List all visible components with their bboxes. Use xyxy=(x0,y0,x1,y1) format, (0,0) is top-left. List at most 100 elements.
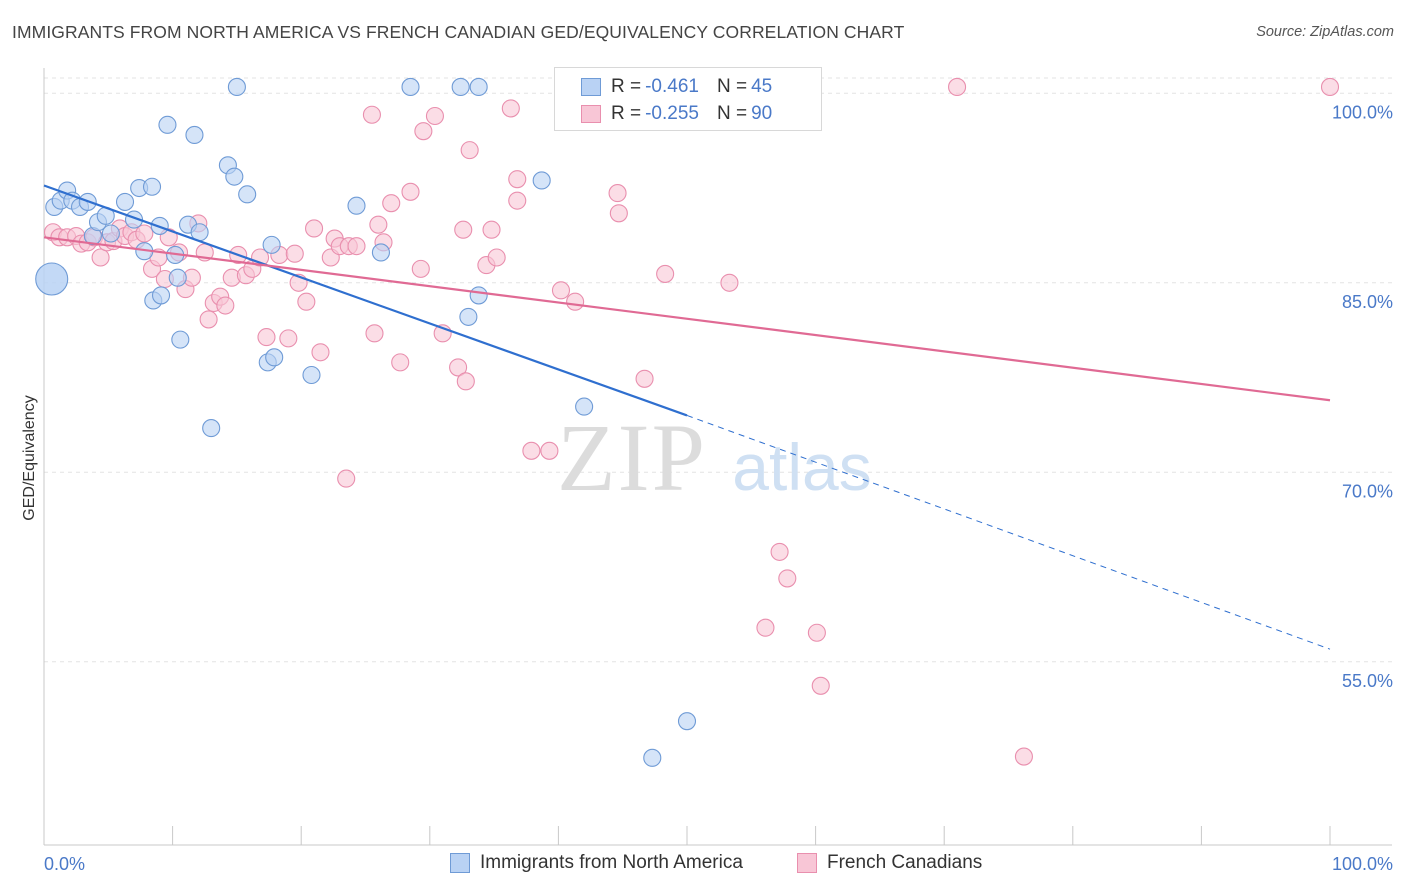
legend-n-value-pink: 90 xyxy=(751,103,773,124)
bottom-legend-label-blue: Immigrants from North America xyxy=(480,852,743,873)
pink-point xyxy=(365,324,384,343)
trendlines xyxy=(43,184,1331,650)
pink-point xyxy=(257,328,276,347)
pink-point xyxy=(778,569,797,588)
blue-point xyxy=(142,177,162,196)
legend-n-label: N = xyxy=(716,76,748,97)
tick-labels: 100.0% 85.0% 70.0% 55.0% 0.0% 100.0% xyxy=(44,102,1393,874)
legend-n-label: N = xyxy=(716,103,748,124)
pink-point xyxy=(540,441,559,460)
source-label: Source: ZipAtlas.com xyxy=(1256,24,1394,40)
blue-point xyxy=(115,192,135,211)
blue-point xyxy=(469,286,488,305)
watermark-atlas: atlas xyxy=(732,430,871,504)
pink-point xyxy=(1014,747,1033,766)
legend-swatch-blue xyxy=(581,78,601,96)
pink-point xyxy=(347,237,366,256)
pink-point xyxy=(656,264,675,283)
pink-point xyxy=(807,623,826,642)
pink-point xyxy=(279,329,298,348)
pink-point xyxy=(401,182,420,201)
y-tick-label: 55.0% xyxy=(1342,671,1393,691)
pink-point xyxy=(337,469,356,488)
pink-point xyxy=(487,248,506,267)
correlation-legend: R = -0.461 N = 45 R = -0.255 N = 90 xyxy=(554,67,822,131)
legend-r-value-pink: -0.255 xyxy=(645,103,699,124)
blue-point xyxy=(459,307,478,326)
blue-point xyxy=(35,262,69,296)
blue-point xyxy=(227,77,246,97)
pink-point xyxy=(199,310,218,329)
blue-point xyxy=(347,196,366,215)
pink-point xyxy=(297,292,316,311)
y-tick-label: 100.0% xyxy=(1332,102,1393,122)
y-tick-label: 70.0% xyxy=(1342,481,1393,501)
blue-point xyxy=(302,365,321,385)
blue-point xyxy=(643,748,662,767)
pink-point xyxy=(608,184,627,203)
pink-point xyxy=(425,106,444,126)
bottom-legend-label-pink: French Canadians xyxy=(827,852,983,873)
pink-point xyxy=(91,248,110,267)
chart-title: IMMIGRANTS FROM NORTH AMERICA VS FRENCH … xyxy=(12,22,905,42)
legend-r-label: R = xyxy=(611,103,642,124)
blue-point xyxy=(101,224,120,243)
bottom-legend-swatch-blue xyxy=(450,853,470,873)
x-tick-label: 100.0% xyxy=(1332,854,1393,874)
bottom-legend-blue: Immigrants from North America xyxy=(450,852,743,874)
blue-trendline xyxy=(43,184,688,417)
blue-point xyxy=(238,185,257,204)
legend-r-value-blue: -0.461 xyxy=(645,76,699,97)
blue-point xyxy=(158,115,177,134)
pink-point xyxy=(460,141,479,160)
pink-point xyxy=(948,77,967,97)
blue-point xyxy=(401,77,420,97)
pink-point xyxy=(216,296,235,315)
pink-point xyxy=(449,358,468,377)
gridlines xyxy=(44,77,1392,663)
pink-point xyxy=(362,105,381,124)
pink-point xyxy=(635,369,654,388)
legend-swatch-pink xyxy=(581,105,601,123)
watermark: ZIP atlas xyxy=(557,404,872,511)
blue-point xyxy=(371,243,390,262)
pink-point xyxy=(311,343,330,362)
blue-point xyxy=(151,286,171,305)
bottom-legend-swatch-pink xyxy=(797,853,817,873)
blue-point xyxy=(262,235,281,254)
pink-point xyxy=(522,441,541,460)
blue-point xyxy=(225,167,244,186)
blue-point xyxy=(185,125,204,145)
pink-point xyxy=(382,194,401,213)
legend-n-value-blue: 45 xyxy=(751,76,773,97)
legend-row-pink: R = -0.255 N = 90 xyxy=(581,102,772,126)
pink-point xyxy=(285,244,304,263)
pink-point xyxy=(1320,77,1340,97)
pink-point xyxy=(135,224,154,243)
blue-point xyxy=(469,77,488,97)
blue-point xyxy=(168,268,187,287)
pink-point xyxy=(501,99,520,118)
blue-point xyxy=(171,330,190,349)
blue-point xyxy=(575,397,594,416)
legend-r-label: R = xyxy=(611,76,642,97)
blue-point xyxy=(451,77,470,97)
pink-point xyxy=(411,259,430,278)
blue-point xyxy=(532,171,551,190)
y-tick-label: 85.0% xyxy=(1342,292,1393,312)
blue-point xyxy=(265,348,284,367)
axes xyxy=(43,68,1392,846)
pink-point xyxy=(456,372,475,391)
pink-point xyxy=(508,191,527,210)
pink-point xyxy=(369,215,388,234)
blue-trendline-extension xyxy=(686,414,1331,650)
pink-point xyxy=(720,273,739,292)
pink-point xyxy=(482,220,501,239)
pink-point xyxy=(414,122,433,141)
pink-point xyxy=(811,676,830,695)
watermark-zip: ZIP xyxy=(557,404,707,511)
x-tick-label: 0.0% xyxy=(44,854,85,874)
bottom-legend-pink: French Canadians xyxy=(797,852,982,874)
pink-point xyxy=(566,292,585,311)
